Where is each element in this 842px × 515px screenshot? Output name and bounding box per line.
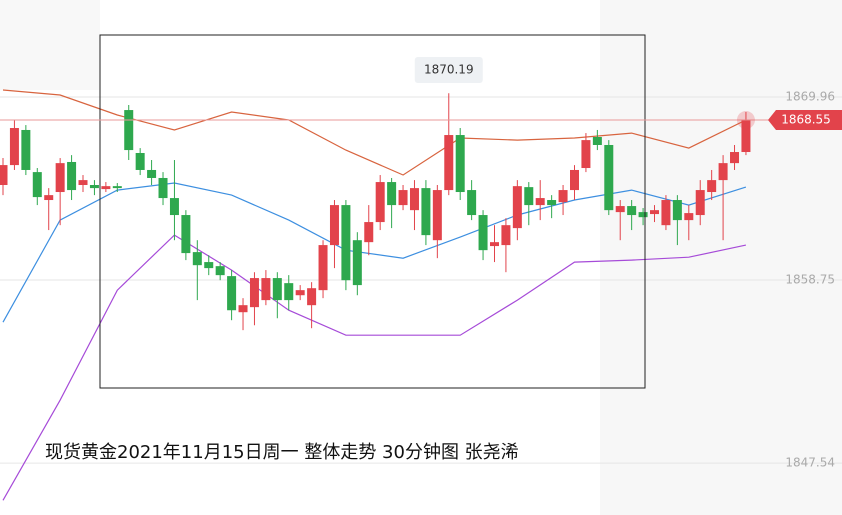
candle-body: [501, 225, 511, 246]
candle-body: [261, 278, 271, 301]
candle-body: [67, 161, 77, 191]
candle-body: [638, 212, 648, 218]
candle-body: [627, 206, 637, 216]
candle-body: [192, 252, 202, 266]
candle-body: [215, 266, 225, 276]
candle-body: [352, 240, 362, 286]
candle-body: [89, 185, 99, 189]
candle-body: [204, 262, 214, 269]
candle-body: [432, 190, 442, 241]
caption: 现货黄金2021年11月15日周一 整体走势 30分钟图 张尧浠: [45, 442, 519, 463]
candle-body: [147, 169, 157, 178]
candle-body: [295, 290, 305, 296]
candle-body: [409, 188, 419, 211]
candle-body: [341, 205, 351, 281]
candle-body: [318, 245, 328, 291]
candle-body: [718, 163, 728, 181]
y-tick-label: 1858.75: [785, 273, 835, 287]
candle-body: [398, 190, 408, 206]
candle-body: [604, 144, 614, 211]
candle-body: [272, 278, 282, 301]
candle-body: [78, 180, 88, 186]
candle-body: [249, 278, 259, 308]
candle-body: [421, 188, 431, 236]
candle-body: [135, 152, 145, 170]
candle-body: [307, 288, 317, 306]
candle-body: [44, 195, 54, 201]
indicator-line: [2, 234, 747, 501]
watermark: [0, 0, 100, 90]
candle-body: [741, 120, 751, 153]
candle-body: [695, 190, 705, 216]
candle-body: [547, 200, 557, 206]
candle-body: [455, 135, 465, 193]
candle-body: [55, 163, 65, 193]
candle-body: [364, 222, 374, 243]
candle-body: [650, 210, 660, 215]
y-tick-label: 1847.54: [785, 456, 835, 470]
candle-body: [387, 182, 397, 206]
candle-body: [684, 213, 694, 221]
frame: [99, 34, 646, 389]
candle-body: [592, 136, 602, 145]
candle-body: [535, 198, 545, 206]
candle-body: [21, 129, 31, 170]
candle-body: [158, 177, 168, 199]
last-price-glow: [736, 111, 755, 130]
candle-body: [444, 135, 454, 191]
last-price-tag: [768, 110, 842, 131]
candle-body: [489, 242, 499, 247]
indicator-line: [2, 182, 747, 323]
candles: [0, 93, 751, 331]
candle-body: [558, 190, 568, 203]
high-label-box: [414, 57, 483, 83]
candle-body: [32, 172, 42, 198]
watermark: [600, 0, 842, 515]
candle-body: [284, 283, 294, 301]
candle-body: [181, 215, 191, 254]
candle-body: [524, 187, 534, 206]
y-tick-label: 1869.96: [785, 89, 835, 103]
candle-body: [570, 169, 579, 191]
candle-body: [512, 186, 522, 229]
last-price-label: 1868.55: [781, 113, 831, 127]
candle-body: [672, 200, 682, 221]
candle-body: [329, 205, 339, 246]
candle-body: [169, 198, 179, 216]
candle-body: [661, 200, 671, 226]
candle-body: [581, 140, 591, 169]
candle-body: [467, 190, 477, 216]
candle-body: [707, 180, 717, 193]
candle-body: [227, 276, 237, 311]
candle-body: [478, 215, 488, 251]
candle-body: [9, 128, 19, 166]
candle-body: [112, 186, 122, 189]
candle-body: [0, 165, 8, 186]
overlay: 1870.19 1868.55: [0, 57, 842, 131]
candle-body: [375, 182, 385, 223]
candle-body: [615, 206, 625, 213]
grid: 1869.96 1858.75 1847.54: [0, 89, 842, 470]
candle-body: [730, 152, 740, 164]
high-label: 1870.19: [424, 63, 474, 77]
candle-body: [101, 186, 111, 190]
candle-body: [238, 305, 248, 313]
candle-body: [124, 110, 134, 151]
